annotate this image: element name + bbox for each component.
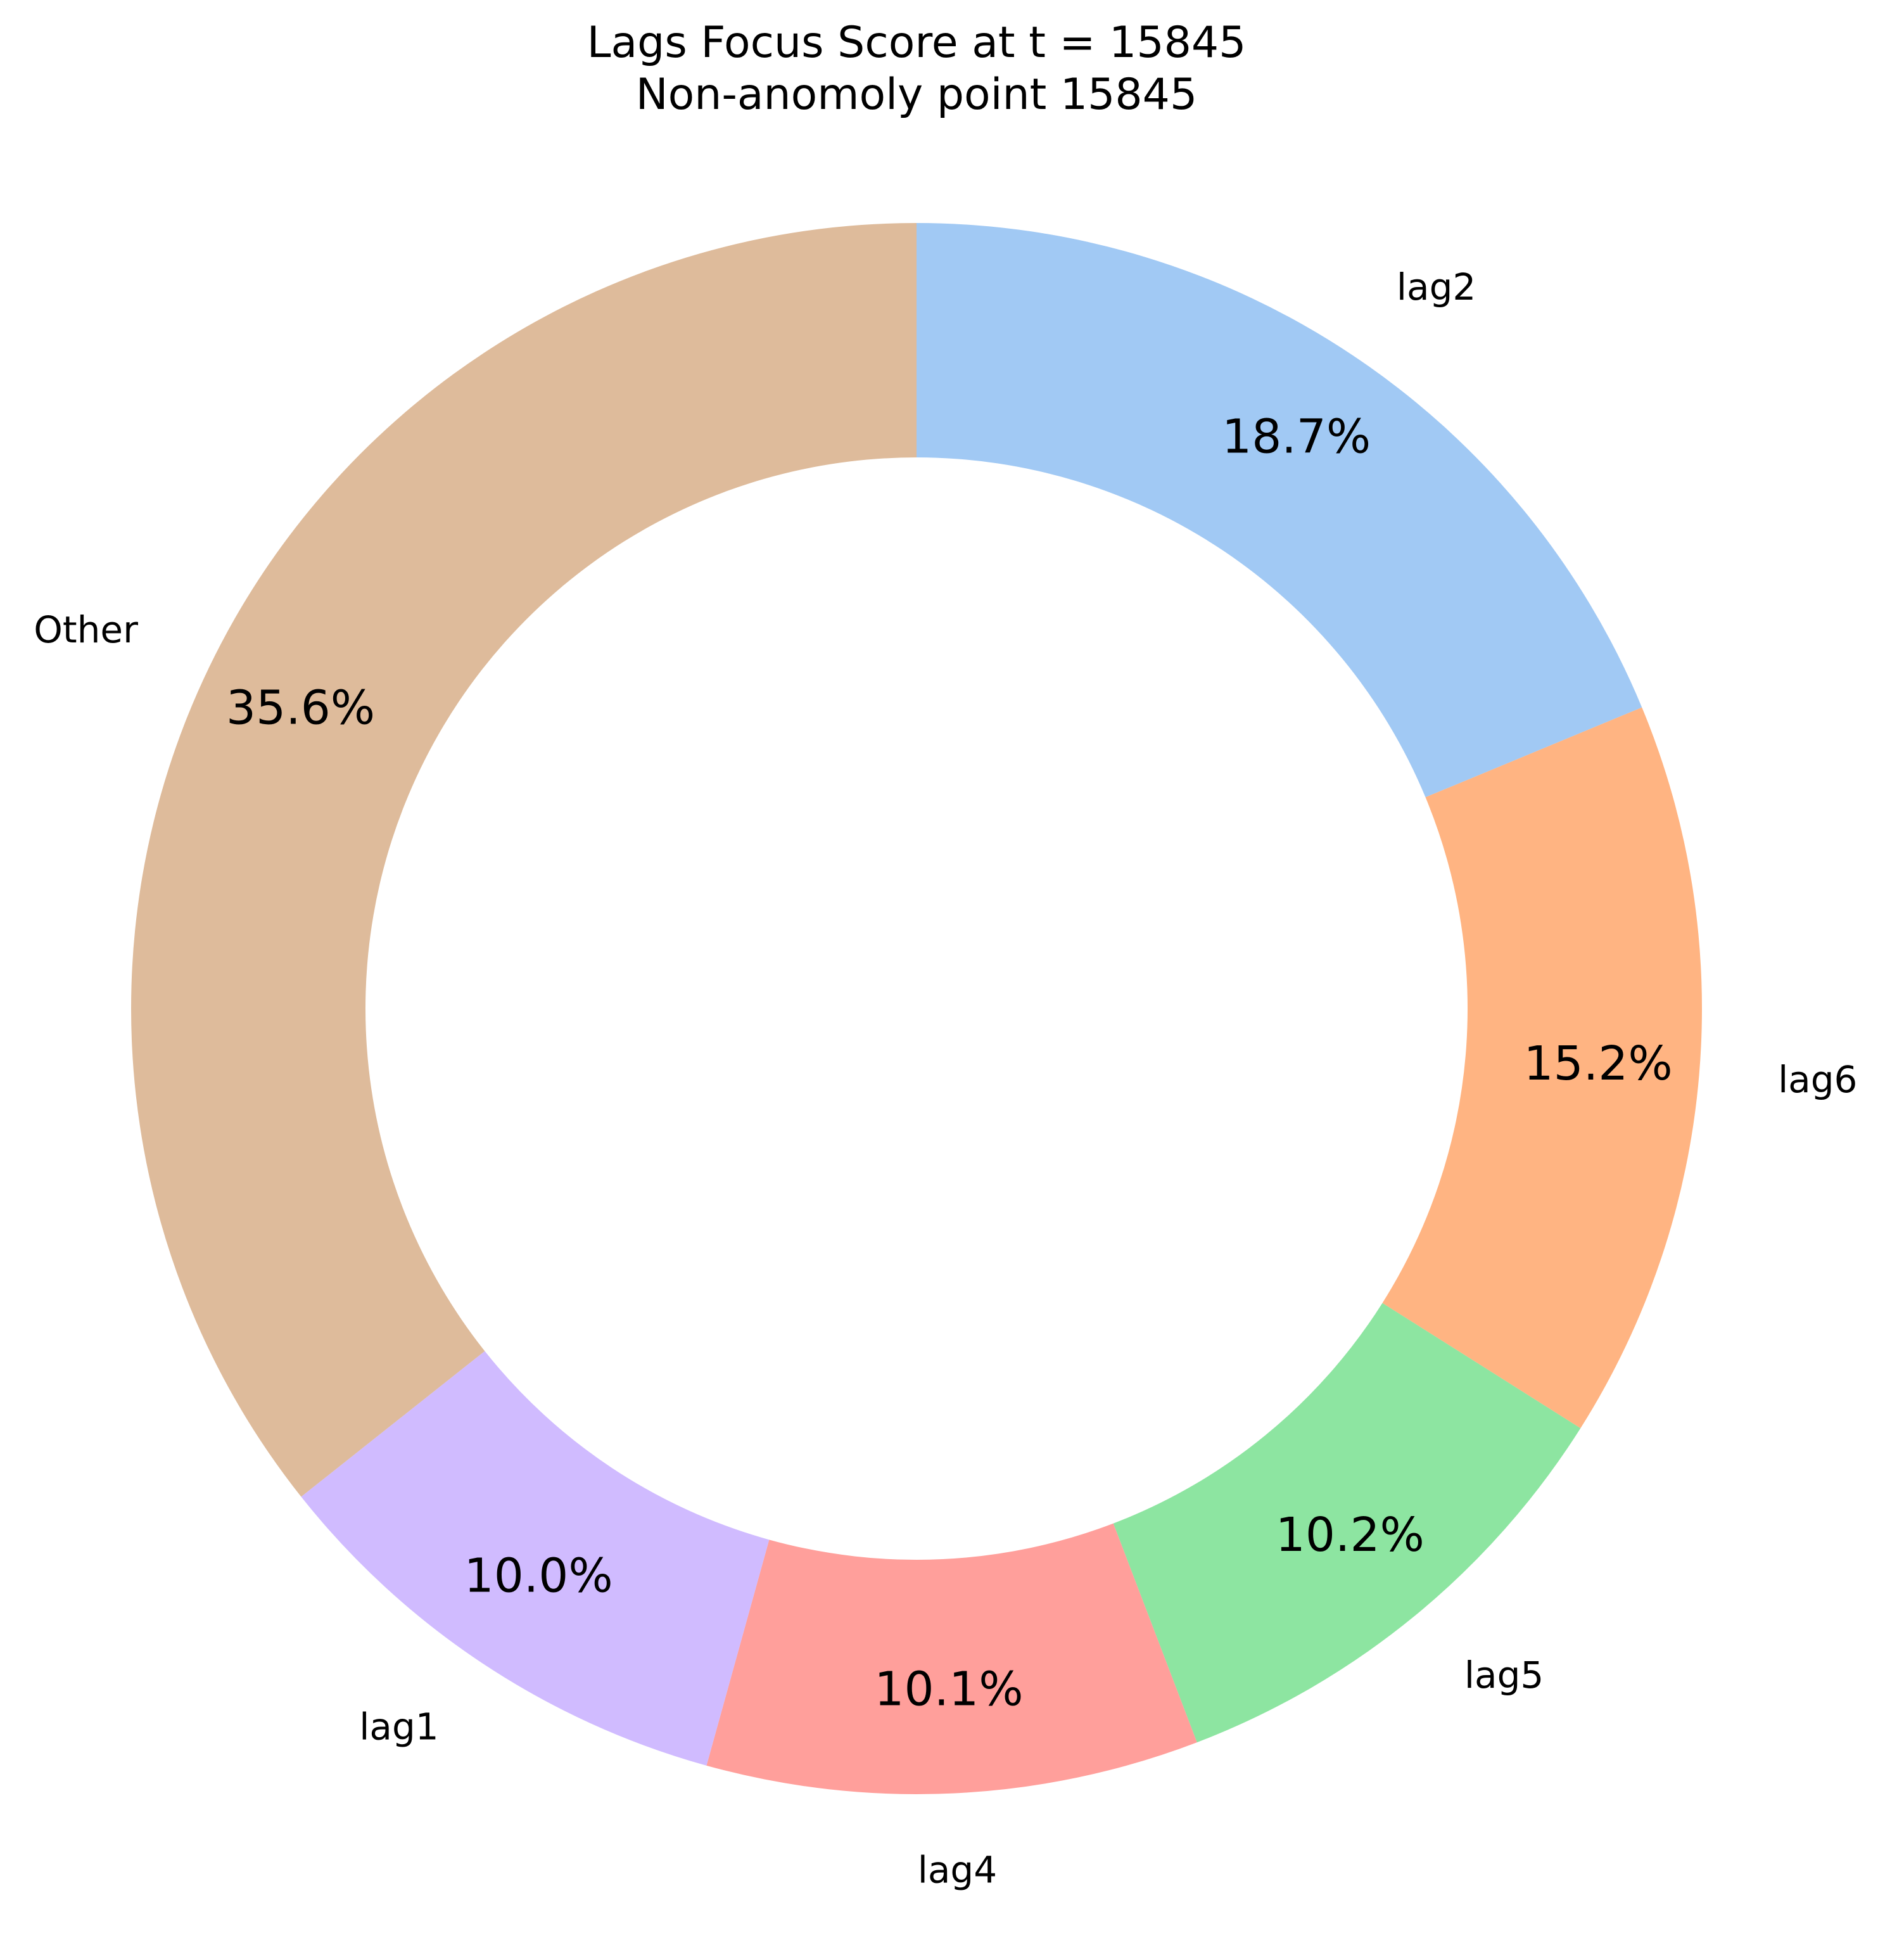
slice-pct-lag1: 10.0%: [464, 1549, 613, 1603]
slice-label-lag2: lag2: [1397, 265, 1476, 309]
slice-pct-lag5: 10.2%: [1276, 1508, 1425, 1562]
chart-subtitle: Non-anomoly point 15845: [636, 70, 1197, 120]
slice-label-lag6: lag6: [1778, 1058, 1857, 1101]
slice-pct-lag4: 10.1%: [874, 1662, 1023, 1716]
labels-group: lag2 18.7% lag6 15.2% lag5 10.2% lag4 10.1% lag1…: [34, 265, 1857, 1892]
slice-lag6: [1382, 707, 1702, 1429]
slice-label-lag4: lag4: [918, 1849, 997, 1892]
slice-label-lag5: lag5: [1464, 1654, 1544, 1697]
slice-lag4: [706, 1523, 1197, 1794]
slice-lag1: [301, 1351, 770, 1766]
slice-pct-other: 35.6%: [226, 681, 375, 736]
slice-label-lag1: lag1: [359, 1705, 438, 1749]
slice-lag2: [917, 223, 1642, 798]
slice-pct-lag2: 18.7%: [1222, 409, 1371, 464]
chart-title: Lags Focus Score at t = 15845: [587, 18, 1247, 68]
slices-group: [130, 223, 1702, 1794]
slice-pct-lag6: 15.2%: [1524, 1036, 1673, 1091]
slice-other: [130, 223, 917, 1497]
slice-label-other: Other: [34, 608, 138, 651]
slice-lag5: [1113, 1303, 1581, 1743]
